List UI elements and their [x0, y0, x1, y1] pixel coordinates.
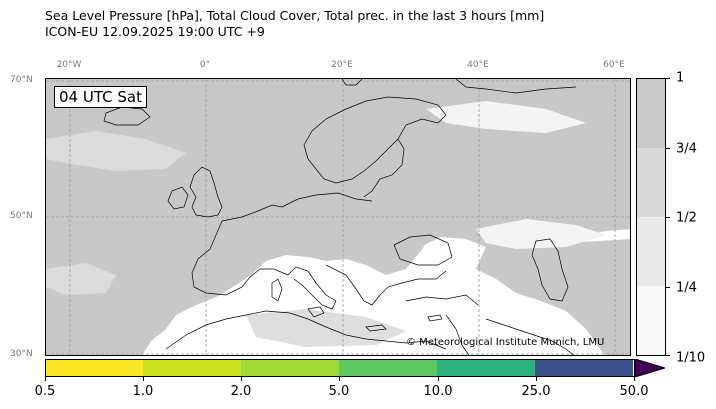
lat-label-30n: 30°N [10, 349, 33, 359]
precip-extend-arrow [634, 359, 665, 377]
chart-title: Sea Level Pressure [hPa], Total Cloud Co… [45, 8, 545, 23]
copyright-credit: © Meteorological Institute Munich, LMU [406, 337, 605, 348]
cloud-cover-segment-three-quarter [637, 148, 665, 217]
cloud-cover-colorbar [636, 78, 666, 356]
cloud-tick [665, 148, 670, 149]
cloud-cover-segment-quarter [637, 286, 665, 355]
coastlines [103, 79, 577, 355]
lat-label-70n: 70°N [10, 75, 33, 85]
cloud-label-1-10: 1/10 [676, 350, 706, 366]
cloud-band-east [476, 239, 630, 355]
light-cloud-africa [246, 309, 406, 347]
precip-tick [536, 376, 537, 381]
precip-label-25-0: 25.0 [521, 384, 551, 399]
precip-label-1-0: 1.0 [132, 384, 154, 399]
precip-label-50-0: 50.0 [619, 384, 649, 399]
weather-map [45, 78, 631, 356]
precipitation-colorbar [45, 359, 665, 377]
lon-label-60e: 60°E [603, 60, 625, 70]
light-cloud-west [46, 131, 186, 171]
precip-tick [241, 376, 242, 381]
precip-tick [438, 376, 439, 381]
precip-tick [143, 376, 144, 381]
cloud-tick [665, 287, 670, 288]
clear-patch-north [426, 101, 586, 133]
light-cloud-atlantic [46, 263, 116, 295]
cloud-label-3-4: 3/4 [676, 141, 697, 157]
precip-segment-1 [143, 359, 241, 377]
cloud-label-1-2: 1/2 [676, 210, 697, 226]
graticule [46, 79, 630, 355]
lon-label-0: 0° [199, 60, 211, 70]
precip-label-5-0: 5.0 [328, 384, 350, 399]
cloud-label-1: 1 [676, 70, 685, 86]
precip-segment-5 [535, 359, 633, 377]
lat-label-50n: 50°N [10, 211, 33, 221]
precip-bar-outline [45, 359, 635, 377]
lon-label-20w: 20°W [56, 60, 82, 70]
chart-subtitle: ICON-EU 12.09.2025 19:00 UTC +9 [45, 24, 265, 39]
precip-segment-2 [241, 359, 339, 377]
cloud-cover-segment-full [637, 79, 665, 148]
precip-label-0-5: 0.5 [34, 384, 56, 399]
precip-label-10-0: 10.0 [423, 384, 453, 399]
cloud-label-1-4: 1/4 [676, 280, 697, 296]
precip-segment-4 [437, 359, 535, 377]
precip-tick [45, 376, 46, 381]
cloud-tick [665, 355, 670, 356]
cloud-tick [665, 217, 670, 218]
cloud-tick [665, 78, 670, 79]
precip-label-2-0: 2.0 [230, 384, 252, 399]
lon-label-20e: 20°E [331, 60, 353, 70]
clear-patch-russia [476, 219, 606, 249]
precip-segment-3 [339, 359, 437, 377]
precip-tick [339, 376, 340, 381]
precip-tick [634, 376, 635, 381]
map-canvas [46, 79, 630, 355]
lon-label-40e: 40°E [467, 60, 489, 70]
cloud-cover-segment-half [637, 217, 665, 286]
precip-segment-0 [45, 359, 143, 377]
forecast-time-label: 04 UTC Sat [54, 86, 147, 108]
